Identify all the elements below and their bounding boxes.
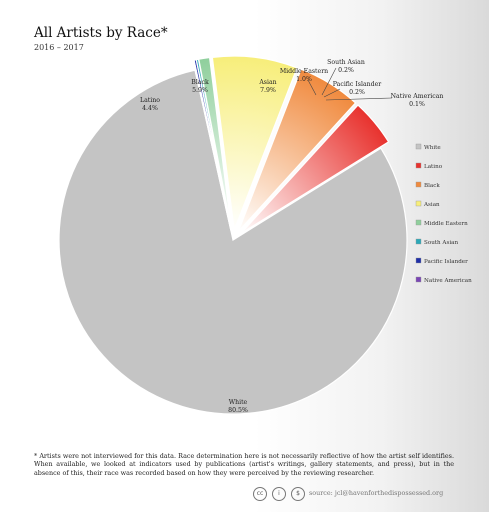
slice-label-native-american: Native American bbox=[391, 93, 444, 100]
chart-title: All Artists by Race* bbox=[34, 25, 168, 41]
legend-swatch-white bbox=[415, 143, 422, 150]
legend-label-asian: Asian bbox=[423, 202, 440, 208]
pie-slice-black bbox=[237, 68, 357, 232]
pie-slice-white bbox=[58, 69, 408, 415]
source-text: source: jcl@havenforthedispossessed.org bbox=[309, 489, 444, 497]
footnote: * Artists were not interviewed for this … bbox=[34, 452, 454, 477]
legend-label-black: Black bbox=[424, 183, 440, 189]
legend-label-middle-eastern: Middle Eastern bbox=[424, 221, 468, 227]
pie-slice-native-american bbox=[192, 59, 232, 231]
legend-swatch-native-american bbox=[415, 276, 422, 283]
slice-value-white: 80.5% bbox=[228, 407, 248, 414]
legend-label-pacific-islander: Pacific Islander bbox=[424, 259, 468, 265]
leader-line-south-asian bbox=[321, 67, 337, 96]
slice-value-middle-eastern: 1.0% bbox=[296, 76, 312, 83]
legend-swatch-middle-eastern bbox=[415, 219, 422, 226]
license-icons: cc i $ bbox=[253, 486, 305, 502]
slice-label-latino: Latino bbox=[140, 97, 160, 104]
legend-swatch-south-asian bbox=[415, 238, 422, 245]
slice-value-pacific-islander: 0.2% bbox=[349, 89, 365, 96]
legend-label-white: White bbox=[424, 145, 441, 151]
slice-label-black: Black bbox=[191, 79, 209, 86]
slice-label-south-asian: South Asian bbox=[327, 59, 365, 66]
leader-line-middle-eastern bbox=[307, 79, 317, 96]
pie-slice-latino bbox=[240, 104, 390, 235]
legend-swatch-black bbox=[415, 181, 422, 188]
slice-label-asian: Asian bbox=[258, 79, 276, 86]
cc-icon: cc bbox=[253, 487, 267, 501]
pie-slice-asian bbox=[211, 55, 298, 231]
slice-label-white: White bbox=[229, 399, 248, 406]
slice-value-latino: 4.4% bbox=[142, 105, 158, 112]
legend-swatch-latino bbox=[415, 162, 422, 169]
legend-swatch-pacific-islander bbox=[415, 257, 422, 264]
slice-value-native-american: 0.1% bbox=[409, 101, 425, 108]
attribution-icon: i bbox=[272, 487, 286, 501]
leader-line-native-american bbox=[325, 97, 393, 101]
slice-labels: White80.5%Latino4.4%Black5.9%Asian7.9%Mi… bbox=[140, 59, 443, 414]
slice-value-south-asian: 0.2% bbox=[338, 67, 354, 74]
pie-slices bbox=[58, 55, 408, 415]
leader-line-pacific-islander bbox=[323, 88, 341, 98]
legend-label-native-american: Native American bbox=[424, 278, 472, 284]
legend: White Latino Black Asian Middle Eastern South… bbox=[415, 143, 472, 284]
noncommercial-icon: $ bbox=[291, 487, 305, 501]
legend-label-latino: Latino bbox=[424, 164, 443, 170]
slice-value-asian: 7.9% bbox=[260, 87, 276, 94]
legend-label-south-asian: South Asian bbox=[424, 240, 458, 246]
legend-swatch-asian bbox=[415, 200, 422, 207]
slice-label-middle-eastern: Middle Eastern bbox=[280, 68, 328, 75]
slice-label-pacific-islander: Pacific Islander bbox=[333, 81, 381, 88]
pie-chart: White80.5%Latino4.4%Black5.9%Asian7.9%Mi… bbox=[58, 55, 472, 415]
chart-subtitle: 2016 – 2017 bbox=[34, 43, 84, 52]
slice-value-black: 5.9% bbox=[192, 87, 208, 94]
